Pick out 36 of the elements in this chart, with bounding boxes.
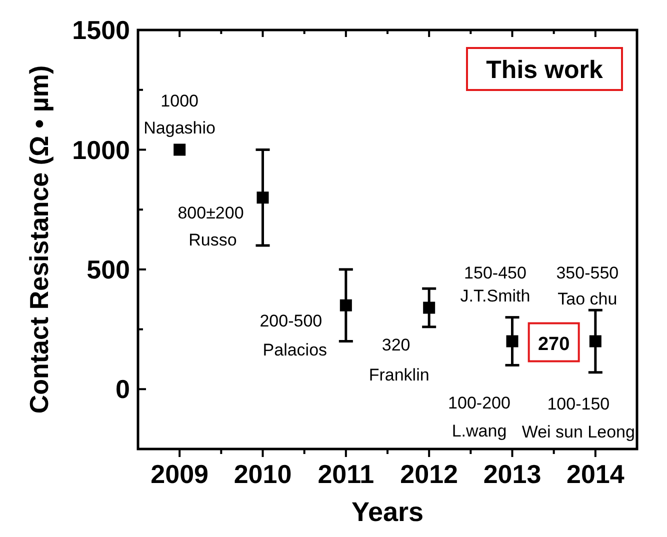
annotation: 320 xyxy=(382,336,410,355)
point xyxy=(589,335,602,348)
x-axis-title: Years xyxy=(351,497,424,527)
annotation: 150-450 xyxy=(464,263,526,282)
y-tick-label: 0 xyxy=(116,374,130,404)
point xyxy=(506,335,518,348)
point xyxy=(423,302,436,314)
annotation: 800±200 xyxy=(178,204,244,223)
x-tick-label: 2011 xyxy=(318,459,374,489)
y-tick-label: 1500 xyxy=(72,15,130,46)
annotation: 100-150 xyxy=(547,394,610,414)
annotation: J.T.Smith xyxy=(460,286,530,306)
annotation: Nagashio xyxy=(144,118,216,138)
annotation: 100-200 xyxy=(448,393,510,412)
y-tick-label: 1000 xyxy=(72,134,130,165)
x-tick-label: 2013 xyxy=(483,459,542,489)
y-tick-label: 500 xyxy=(86,254,130,285)
annotation: 270 xyxy=(538,334,570,355)
x-tick-label: 2009 xyxy=(150,459,209,489)
annotation: Russo xyxy=(188,230,237,250)
point xyxy=(256,192,269,204)
y-axis-title: Contact Resistance (Ω • µm) xyxy=(24,65,54,414)
x-tick-label: 2012 xyxy=(400,459,458,489)
annotation: Tao chu xyxy=(558,289,618,308)
annotation: L.wang xyxy=(452,421,507,440)
annotation: 350-550 xyxy=(556,263,619,282)
annotation: This work xyxy=(486,56,603,84)
annotation: 1000 xyxy=(160,92,198,111)
annotation: 200-500 xyxy=(260,311,322,330)
x-tick-label: 2014 xyxy=(566,459,625,489)
point xyxy=(340,299,352,312)
annotation: Wei sun Leong xyxy=(522,422,635,442)
x-tick-label: 2010 xyxy=(234,459,292,489)
point xyxy=(174,144,186,156)
annotation: Franklin xyxy=(368,366,430,385)
annotation: Palacios xyxy=(262,340,328,360)
